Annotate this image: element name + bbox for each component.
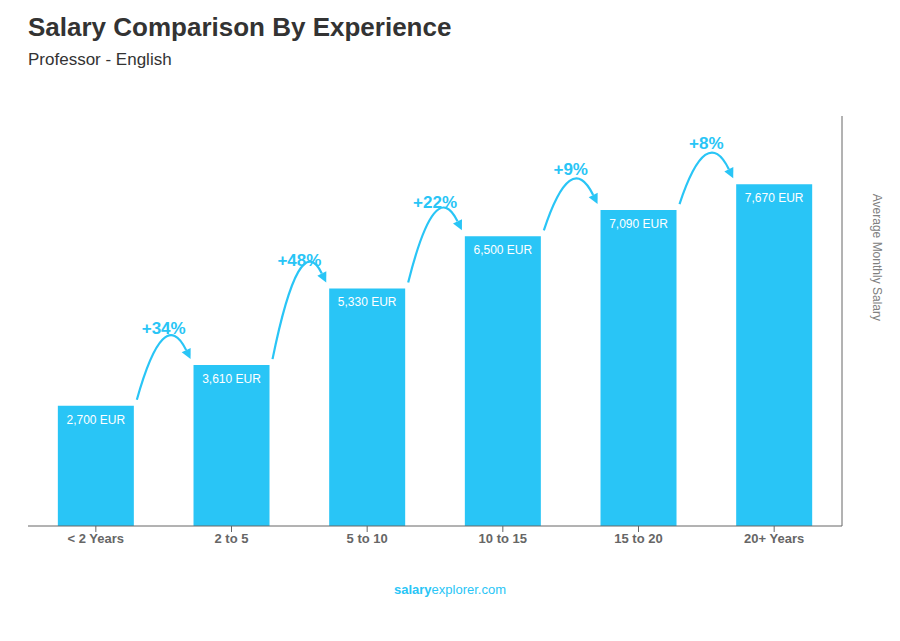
svg-text:15 to 20: 15 to 20 [614, 531, 662, 546]
svg-text:20+ Years: 20+ Years [744, 531, 804, 546]
svg-text:3,610 EUR: 3,610 EUR [202, 372, 261, 386]
svg-text:< 2 Years: < 2 Years [68, 531, 125, 546]
svg-text:5 to 10: 5 to 10 [347, 531, 388, 546]
svg-text:Average Monthly Salary: Average Monthly Salary [870, 194, 884, 321]
svg-text:2,700 EUR: 2,700 EUR [66, 413, 125, 427]
svg-text:+9%: +9% [553, 160, 588, 179]
svg-text:7,090 EUR: 7,090 EUR [609, 217, 668, 231]
svg-text:+22%: +22% [413, 193, 457, 212]
svg-text:5,330 EUR: 5,330 EUR [338, 295, 397, 309]
svg-text:10 to 15: 10 to 15 [479, 531, 527, 546]
svg-text:+8%: +8% [689, 134, 724, 153]
svg-text:2 to 5: 2 to 5 [215, 531, 249, 546]
svg-text:+48%: +48% [277, 251, 321, 270]
svg-text:7,670 EUR: 7,670 EUR [745, 191, 804, 205]
html-text:Professor - English: Professor - English [28, 50, 172, 69]
svg-text:+34%: +34% [142, 319, 186, 338]
html-text:salary explorer.com: salary explorer.com [394, 582, 506, 597]
svg-text:6,500 EUR: 6,500 EUR [473, 243, 532, 257]
html-text:Salary Comparison By Experienc: Salary Comparison By Experience [28, 12, 452, 42]
